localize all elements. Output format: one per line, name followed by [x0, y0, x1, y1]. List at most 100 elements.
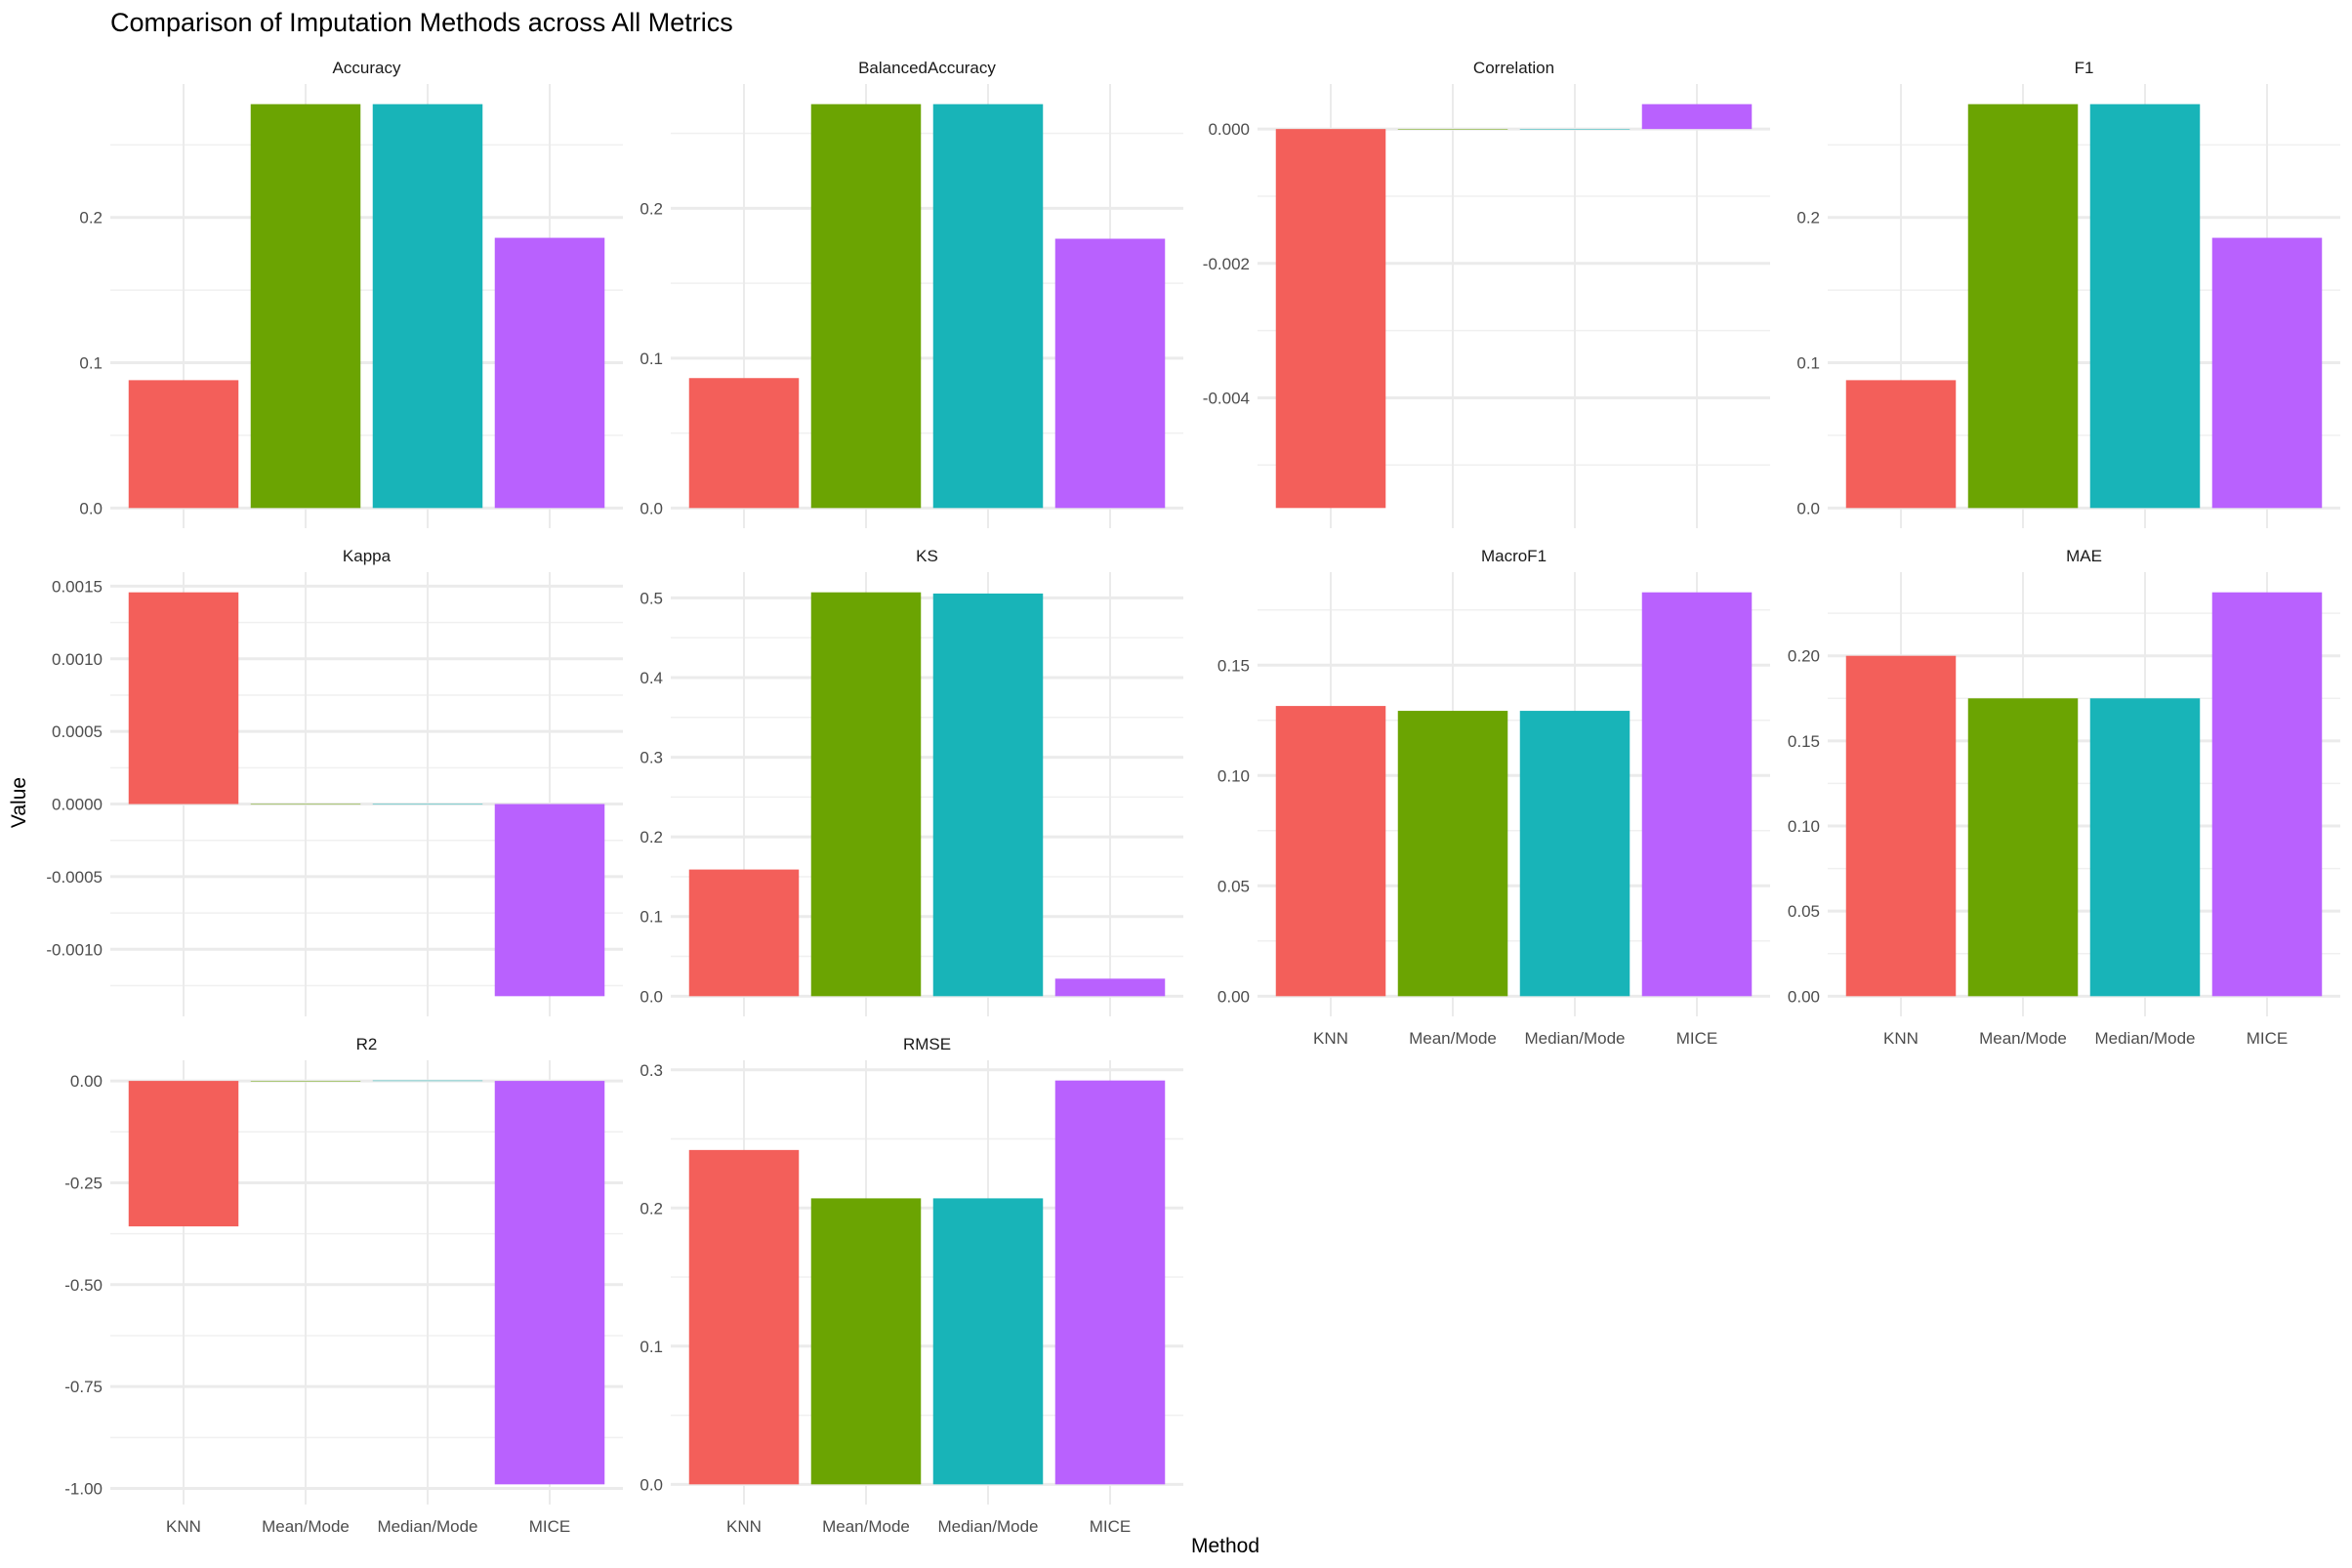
y-tick-label: 0.0: [640, 1475, 663, 1494]
y-tick-label: 0.000: [1208, 120, 1250, 139]
bar-mice: [1054, 1080, 1166, 1485]
y-tick-label: -0.004: [1203, 389, 1250, 407]
bar-mice: [1054, 238, 1166, 509]
facet-strip-label: Correlation: [1473, 59, 1554, 77]
x-tick-label: Median/Mode: [377, 1517, 477, 1536]
y-tick-label: -0.002: [1203, 255, 1250, 273]
y-tick-label: 0.05: [1217, 877, 1250, 895]
facet-panel-kappa: -0.0010 -0.0005 0.0000 0.0005 0.0010 0.0015 Ka…: [46, 547, 623, 1016]
x-tick-label: Median/Mode: [937, 1517, 1038, 1536]
y-axis-title: Value: [8, 777, 30, 828]
facet-panel-mae: 0.00 0.05 0.10 0.15 0.20 MAE KNN Mean/Mode Media…: [1788, 547, 2340, 1048]
y-tick-label: 0.0010: [52, 650, 103, 669]
y-tick-label: 0.5: [640, 589, 663, 607]
y-tick-label: 0.0000: [52, 796, 103, 814]
y-tick-label: 0.1: [640, 1338, 663, 1356]
bar-mice: [1054, 978, 1166, 997]
x-tick-label: Mean/Mode: [262, 1517, 350, 1536]
y-tick-label: 0.2: [1796, 209, 1820, 227]
y-tick-label: 0.10: [1788, 817, 1820, 836]
y-tick-label: 0.15: [1217, 656, 1250, 675]
facet-strip-label: BalancedAccuracy: [858, 59, 996, 77]
bar-mice: [494, 804, 605, 997]
y-tick-label: 0.10: [1217, 766, 1250, 785]
facet-strip-label: F1: [2075, 59, 2094, 77]
y-tick-label: 0.2: [640, 828, 663, 846]
x-tick-label: MICE: [2247, 1029, 2289, 1048]
bar-knn: [688, 378, 800, 509]
bar-knn: [1845, 380, 1957, 509]
y-tick-label: 0.1: [79, 354, 103, 373]
bar-mice: [494, 237, 605, 509]
bar-knn: [128, 380, 239, 509]
facet-panel-balancedaccuracy: 0.0 0.1 0.2 BalancedAccuracy: [640, 59, 1183, 528]
x-axis-title: Method: [1191, 1535, 1259, 1557]
bar-median-mode: [932, 103, 1044, 509]
y-tick-label: 0.1: [640, 350, 663, 368]
bar-mice: [1641, 592, 1753, 997]
facet-panel-macrof1: 0.00 0.05 0.10 0.15 MacroF1 KNN Mean/Mode Media…: [1217, 547, 1770, 1048]
bar-median-mode: [1519, 711, 1630, 997]
facet-strip-label: Accuracy: [333, 59, 401, 77]
y-tick-label: 0.0015: [52, 577, 103, 596]
y-tick-label: 0.00: [1788, 987, 1820, 1006]
facet-panel-correlation: -0.004 -0.002 0.000 Correlation: [1203, 59, 1770, 528]
x-tick-label: Mean/Mode: [1979, 1029, 2067, 1048]
facet-panel-rmse: 0.0 0.1 0.2 0.3 RMSE KNN Mean/Mode Median/Mode M…: [640, 1035, 1183, 1536]
facet-strip-label: MacroF1: [1481, 547, 1547, 565]
y-tick-label: 0.0: [640, 987, 663, 1006]
x-tick-label: Mean/Mode: [1409, 1029, 1497, 1048]
bar-median-mode: [932, 1198, 1044, 1485]
y-tick-label: 0.1: [1796, 354, 1820, 373]
y-tick-label: 0.3: [640, 749, 663, 767]
y-tick-label: 0.2: [640, 1199, 663, 1217]
facet-strip-label: KS: [916, 547, 938, 565]
bar-knn: [1275, 129, 1386, 509]
y-tick-label: 0.3: [640, 1061, 663, 1080]
x-tick-label: MICE: [1090, 1517, 1132, 1536]
bar-mean-mode: [810, 103, 922, 509]
facet-strip-label: RMSE: [903, 1035, 951, 1053]
facet-strip-label: R2: [356, 1035, 378, 1053]
x-tick-label: MICE: [1676, 1029, 1718, 1048]
bar-mean-mode: [810, 1198, 922, 1485]
bar-mice: [1641, 103, 1753, 130]
y-tick-label: -1.00: [64, 1479, 103, 1498]
bar-mean-mode: [1397, 129, 1508, 130]
facet-strip-label: Kappa: [343, 547, 392, 565]
bar-knn: [1845, 655, 1957, 997]
bar-knn: [1275, 706, 1386, 997]
facet-panels: 0.0 0.1 0.2 Accuracy 0.0 0.1 0.2 BalancedAccura…: [46, 59, 2340, 1536]
bar-median-mode: [932, 593, 1044, 997]
x-tick-label: KNN: [726, 1517, 762, 1536]
x-tick-label: KNN: [1883, 1029, 1919, 1048]
y-tick-label: 0.4: [640, 669, 663, 687]
y-tick-label: 0.0005: [52, 722, 103, 741]
bar-mean-mode: [250, 1081, 361, 1082]
bar-median-mode: [372, 1080, 483, 1082]
facet-panel-accuracy: 0.0 0.1 0.2 Accuracy: [79, 59, 623, 528]
facet-panel-f1: 0.0 0.1 0.2 F1: [1796, 59, 2340, 528]
facet-panel-r2: -1.00 -0.75 -0.50 -0.25 0.00 R2 KNN Mean/Mode Me…: [64, 1035, 623, 1536]
x-tick-label: Mean/Mode: [822, 1517, 910, 1536]
y-tick-label: 0.05: [1788, 902, 1820, 921]
x-tick-label: MICE: [529, 1517, 571, 1536]
bar-mean-mode: [1397, 711, 1508, 997]
bar-median-mode: [2089, 103, 2201, 509]
y-tick-label: 0.0: [79, 499, 103, 517]
bar-mice: [2211, 237, 2323, 509]
x-tick-label: KNN: [166, 1517, 201, 1536]
y-tick-label: -0.25: [64, 1174, 103, 1192]
y-tick-label: 0.00: [70, 1072, 103, 1091]
bar-mice: [494, 1081, 605, 1485]
bar-median-mode: [2089, 698, 2201, 997]
bar-mice: [2211, 592, 2323, 997]
bar-mean-mode: [1967, 698, 2079, 997]
x-tick-label: Median/Mode: [1524, 1029, 1625, 1048]
bar-knn: [688, 869, 800, 997]
bar-mean-mode: [810, 592, 922, 997]
y-tick-label: 0.1: [640, 908, 663, 927]
x-tick-label: Median/Mode: [2094, 1029, 2195, 1048]
y-tick-label: -0.0005: [46, 868, 103, 887]
